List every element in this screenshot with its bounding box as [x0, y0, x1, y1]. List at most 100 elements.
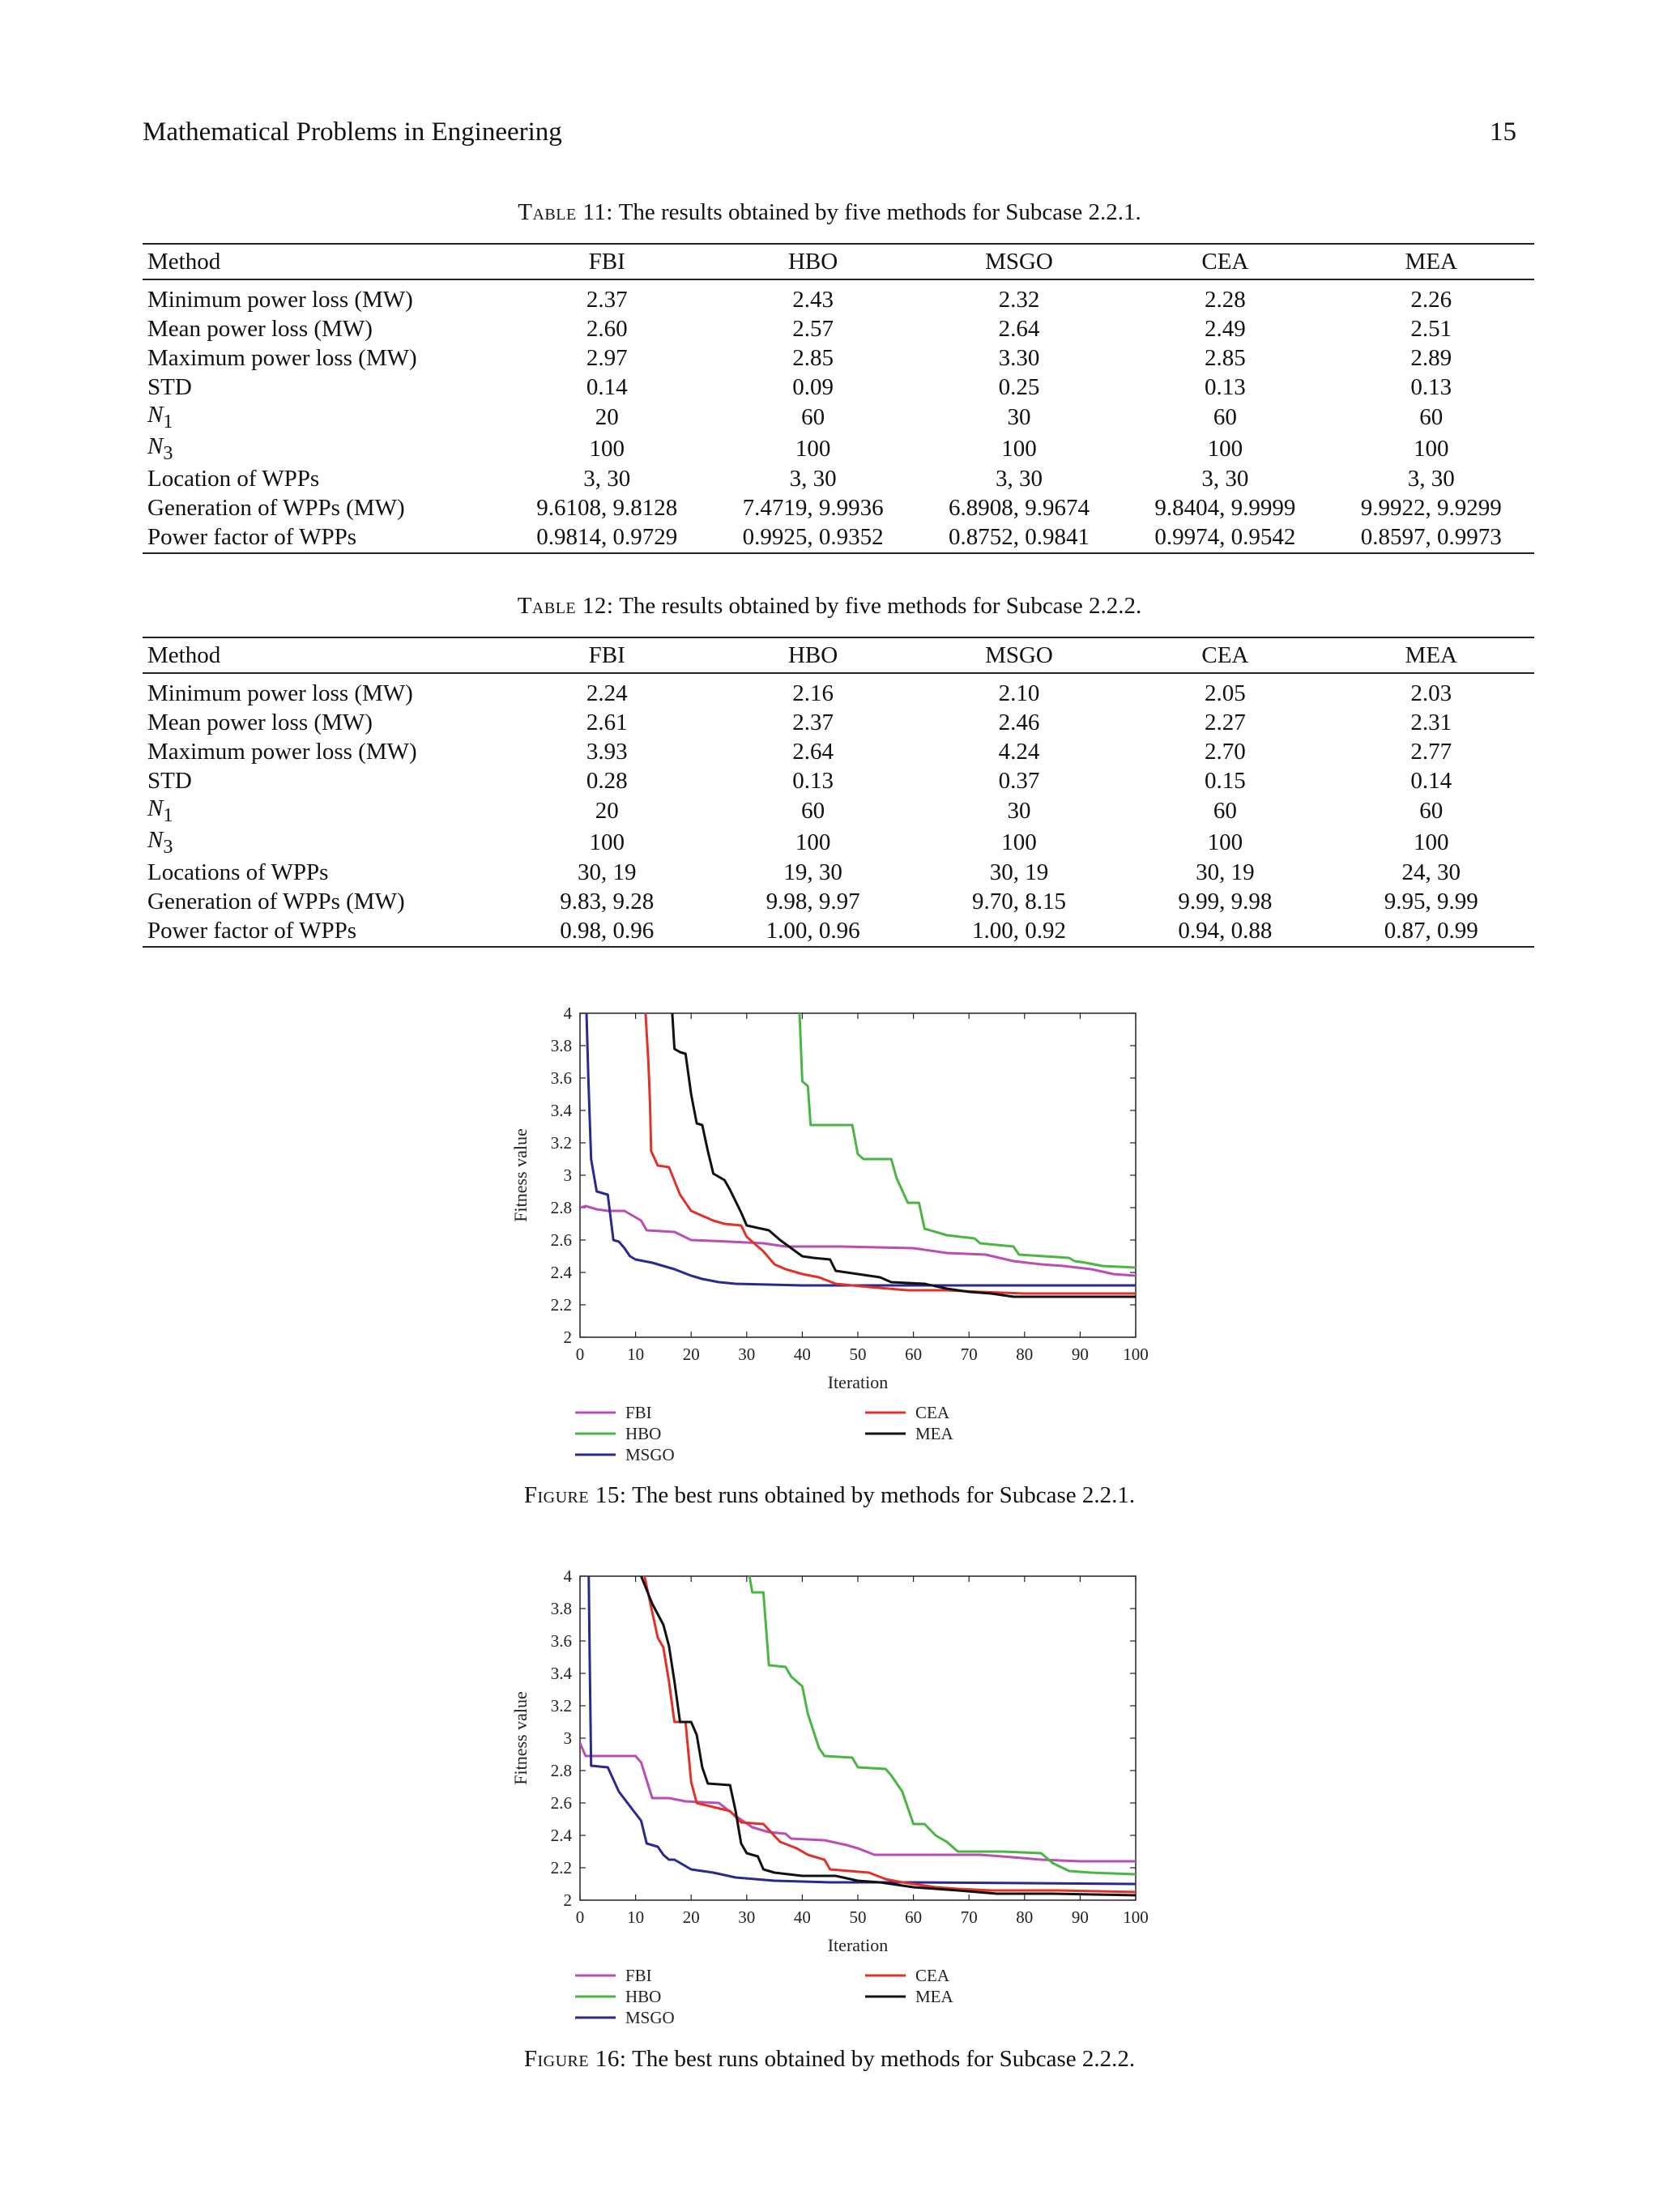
row-label: N1: [147, 795, 173, 826]
table-row: Minimum power loss (MW) 2.24 2.16 2.10 2.05 2…: [143, 673, 1534, 708]
table-cell: 2.61: [586, 709, 628, 735]
table-cell: 100: [1001, 829, 1037, 855]
table-cell: 0.09: [792, 373, 834, 400]
x-tick-label: 0: [576, 1907, 585, 1927]
table-cell: 100: [1207, 435, 1243, 462]
table-cell: 0.8597, 0.9973: [1328, 522, 1534, 554]
row-label: Minimum power loss (MW): [147, 680, 413, 706]
row-label: Minimum power loss (MW): [147, 286, 413, 313]
row-label: Locations of WPPs: [147, 859, 329, 886]
table-row: STD 0.14 0.09 0.25 0.13 0.13: [143, 373, 1534, 402]
table-row: Mean power loss (MW) 2.61 2.37 2.46 2.27 2.31: [143, 708, 1534, 737]
row-label: Generation of WPPs (MW): [147, 495, 405, 522]
table-cell: 0.94, 0.88: [1122, 916, 1328, 948]
y-tick-label: 2.6: [551, 1793, 572, 1813]
column-header: Method: [143, 243, 504, 280]
table-cell: 2.05: [1204, 680, 1246, 706]
x-tick-label: 50: [850, 1907, 867, 1927]
y-tick-label: 2.4: [551, 1263, 573, 1282]
figure-16-caption-text: The best runs obtained by methods for Su…: [632, 2046, 1136, 2072]
y-axis-label: Fitness value: [510, 1691, 531, 1785]
table-cell: 2.31: [1410, 709, 1452, 735]
table-cell: 0.28: [586, 767, 628, 794]
x-tick-label: 80: [1016, 1345, 1033, 1364]
x-tick-label: 100: [1123, 1907, 1149, 1927]
row-label: N1: [147, 402, 173, 433]
x-tick-label: 10: [627, 1907, 644, 1927]
table-cell: 9.9922, 9.9299: [1360, 495, 1502, 522]
table-11-label: Table 11:: [518, 199, 613, 225]
table-row: STD 0.28 0.13 0.37 0.15 0.14: [143, 766, 1534, 795]
table-cell: 19, 30: [783, 859, 842, 886]
table-cell: 2.37: [586, 286, 628, 313]
legend-label-fbi: FBI: [625, 1403, 652, 1422]
table-row: Generation of WPPs (MW) 9.6108, 9.8128 7.4…: [143, 494, 1534, 523]
x-tick-label: 40: [794, 1345, 811, 1364]
figure-15-caption: Figure 15: The best runs obtained by met…: [0, 1482, 1659, 1509]
table-cell: 2.46: [998, 709, 1040, 735]
figure-16-label: Figure 16:: [523, 2046, 627, 2072]
table-cell: 6.8908, 9.9674: [948, 495, 1090, 522]
table-cell: 0.9925, 0.9352: [710, 522, 916, 554]
table-cell: 60: [801, 797, 825, 824]
table-cell: 2.03: [1410, 680, 1452, 706]
table-cell: 2.85: [1204, 344, 1246, 371]
series-line-fbi: [580, 1204, 1136, 1277]
table-cell: 2.60: [586, 315, 628, 342]
table-cell: 2.77: [1410, 738, 1452, 765]
table-row: Minimum power loss (MW) 2.37 2.43 2.32 2.28 2…: [143, 279, 1534, 314]
figure-16-caption: Figure 16: The best runs obtained by met…: [0, 2046, 1659, 2073]
series-line-hbo: [748, 1576, 1136, 1876]
table-cell: 3, 30: [789, 466, 837, 492]
table-cell: 9.70, 8.15: [971, 889, 1066, 915]
x-tick-label: 70: [961, 1345, 978, 1364]
table-cell: 60: [1213, 797, 1237, 824]
series-line-cea: [643, 1576, 1136, 1894]
table-cell: 4.24: [998, 738, 1040, 765]
row-label: N3: [147, 433, 173, 464]
figure-15-chart: 0 10 20 30 40 50 60 70 80 90 100 2 2.2 2.4 2.6 2.8 3 3.2 3…: [510, 1004, 1149, 1464]
table-cell: 20: [595, 403, 619, 430]
y-tick-label: 2.4: [551, 1826, 573, 1845]
table-cell: 100: [1207, 829, 1243, 855]
row-label: Generation of WPPs (MW): [147, 889, 405, 915]
row-label: Location of WPPs: [147, 466, 320, 492]
table-12-label: Table 12:: [517, 593, 614, 619]
table-row: Maximum power loss (MW) 3.93 2.64 4.24 2.70 2…: [143, 737, 1534, 766]
y-tick-label: 3: [564, 1728, 573, 1748]
row-label: Power factor of WPPs: [143, 522, 504, 554]
x-tick-label: 80: [1016, 1907, 1033, 1927]
table-cell: 3.30: [998, 344, 1040, 371]
table-header-row: Method FBI HBO MSGO CEA MEA: [143, 637, 1534, 674]
legend-label-hbo: HBO: [625, 1987, 661, 2006]
table-cell: 24, 30: [1401, 859, 1461, 886]
table-cell: 100: [1414, 435, 1449, 462]
table-row: Location of WPPs 3, 30 3, 30 3, 30 3, 30 3, 3…: [143, 465, 1534, 494]
table-12-caption: Table 12: The results obtained by five m…: [0, 593, 1659, 620]
table-11-caption-text: The results obtained by five methods for…: [618, 199, 1141, 225]
table-cell: 3, 30: [583, 466, 631, 492]
table-cell: 2.97: [586, 344, 628, 371]
table-cell: 2.24: [586, 680, 628, 706]
y-tick-label: 3.8: [551, 1599, 572, 1618]
x-axis-label: Iteration: [828, 1935, 889, 1955]
y-tick-label: 3.6: [551, 1631, 572, 1651]
table-cell: 2.51: [1410, 315, 1452, 342]
x-tick-label: 0: [576, 1345, 585, 1364]
running-head: Mathematical Problems in Engineering 15: [143, 117, 1516, 153]
table-cell: 2.43: [792, 286, 834, 313]
table-cell: 2.64: [998, 315, 1040, 342]
plot-area: [579, 1575, 1137, 1901]
table-cell: 1.00, 0.96: [710, 916, 916, 948]
table-cell: 9.8404, 9.9999: [1154, 495, 1296, 522]
table-cell: 100: [589, 829, 625, 855]
journal-title: Mathematical Problems in Engineering: [143, 117, 562, 147]
y-tick-label: 2.2: [551, 1858, 572, 1877]
table-cell: 2.27: [1204, 709, 1246, 735]
table-cell: 0.8752, 0.9841: [915, 522, 1123, 554]
series-line-fbi: [580, 1742, 1136, 1863]
series-line-mea: [639, 1576, 1136, 1897]
table-cell: 2.37: [792, 709, 834, 735]
table-cell: 2.10: [998, 680, 1040, 706]
table-cell: 100: [795, 829, 831, 855]
